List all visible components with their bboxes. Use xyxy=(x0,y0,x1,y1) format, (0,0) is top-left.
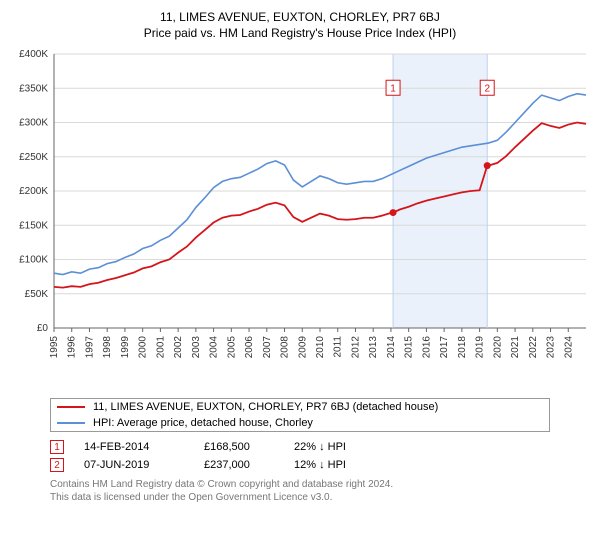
sale-point xyxy=(484,162,491,169)
x-tick-label: 2024 xyxy=(563,336,574,359)
x-tick-label: 2020 xyxy=(492,336,503,359)
chart-container: 11, LIMES AVENUE, EUXTON, CHORLEY, PR7 6… xyxy=(0,0,600,510)
chart-subtitle: Price paid vs. HM Land Registry's House … xyxy=(10,26,590,40)
y-tick-label: £300K xyxy=(19,118,48,129)
legend-swatch xyxy=(57,422,85,424)
footer-attribution: Contains HM Land Registry data © Crown c… xyxy=(50,478,590,504)
x-tick-label: 2013 xyxy=(368,336,379,359)
sale-row-delta: 22% ↓ HPI xyxy=(294,441,404,453)
y-tick-label: £0 xyxy=(37,323,49,334)
x-tick-label: 2017 xyxy=(439,336,450,359)
x-tick-label: 1999 xyxy=(120,336,131,359)
sale-row-date: 14-FEB-2014 xyxy=(84,441,204,453)
x-tick-label: 1996 xyxy=(67,336,78,359)
x-tick-label: 2018 xyxy=(457,336,468,359)
legend-label: HPI: Average price, detached house, Chor… xyxy=(93,417,313,429)
y-tick-label: £400K xyxy=(19,49,48,60)
x-tick-label: 2010 xyxy=(315,336,326,359)
legend: 11, LIMES AVENUE, EUXTON, CHORLEY, PR7 6… xyxy=(50,398,550,432)
x-tick-label: 1997 xyxy=(84,336,95,359)
x-tick-label: 2003 xyxy=(191,336,202,359)
sale-row: 2 07-JUN-2019£237,00012% ↓ HPI xyxy=(50,456,590,474)
x-tick-label: 1995 xyxy=(49,336,60,359)
x-tick-label: 2008 xyxy=(280,336,291,359)
sale-row-marker: 2 xyxy=(50,458,64,472)
x-tick-label: 2009 xyxy=(297,336,308,359)
sale-row-delta: 12% ↓ HPI xyxy=(294,459,404,471)
y-tick-label: £50K xyxy=(25,289,49,300)
sale-row-date: 07-JUN-2019 xyxy=(84,459,204,471)
x-tick-label: 2011 xyxy=(333,336,344,358)
x-tick-label: 2005 xyxy=(226,336,237,359)
x-tick-label: 1998 xyxy=(102,336,113,359)
x-tick-label: 2021 xyxy=(510,336,521,359)
x-tick-label: 2007 xyxy=(262,336,273,359)
chart-plot: £0 £50K £100K £150K £200K £250K £300K £350K £400… xyxy=(10,48,590,388)
footer-line-2: This data is licensed under the Open Gov… xyxy=(50,491,590,504)
x-tick-label: 2022 xyxy=(528,336,539,359)
y-tick-label: £150K xyxy=(19,220,48,231)
sale-marker-number: 2 xyxy=(484,83,490,94)
x-tick-label: 2012 xyxy=(350,336,361,359)
legend-label: 11, LIMES AVENUE, EUXTON, CHORLEY, PR7 6… xyxy=(93,401,438,413)
footer-line-1: Contains HM Land Registry data © Crown c… xyxy=(50,478,590,491)
x-tick-label: 2001 xyxy=(155,336,166,359)
sale-row-price: £237,000 xyxy=(204,459,294,471)
x-tick-label: 2004 xyxy=(209,336,220,359)
sale-point xyxy=(390,209,397,216)
sale-row-price: £168,500 xyxy=(204,441,294,453)
x-tick-label: 2016 xyxy=(421,336,432,359)
x-tick-label: 2002 xyxy=(173,336,184,359)
y-tick-label: £200K xyxy=(19,186,48,197)
x-tick-label: 2000 xyxy=(138,336,149,359)
legend-item: 11, LIMES AVENUE, EUXTON, CHORLEY, PR7 6… xyxy=(51,399,549,415)
line-chart-svg: £0 £50K £100K £150K £200K £250K £300K £350K £400… xyxy=(10,48,590,388)
x-tick-label: 2019 xyxy=(475,336,486,359)
sale-row: 1 14-FEB-2014£168,50022% ↓ HPI xyxy=(50,438,590,456)
sale-marker-number: 1 xyxy=(390,83,396,94)
chart-title: 11, LIMES AVENUE, EUXTON, CHORLEY, PR7 6… xyxy=(10,10,590,24)
x-tick-label: 2014 xyxy=(386,336,397,359)
sale-row-marker: 1 xyxy=(50,440,64,454)
sales-table: 1 14-FEB-2014£168,50022% ↓ HPI 2 07-JUN-201… xyxy=(50,438,590,474)
y-tick-label: £350K xyxy=(19,83,48,94)
y-tick-label: £250K xyxy=(19,152,48,163)
x-tick-label: 2023 xyxy=(546,336,557,359)
x-tick-label: 2015 xyxy=(404,336,415,359)
y-tick-label: £100K xyxy=(19,255,48,266)
legend-swatch xyxy=(57,406,85,408)
legend-item: HPI: Average price, detached house, Chor… xyxy=(51,415,549,431)
x-tick-label: 2006 xyxy=(244,336,255,359)
